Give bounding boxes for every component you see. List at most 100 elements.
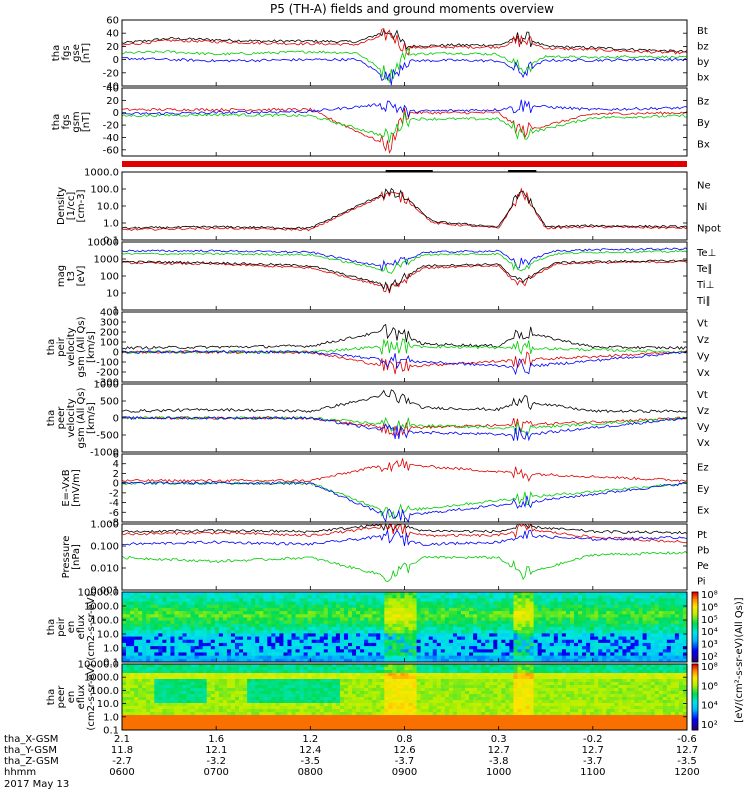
- spectrogram-cell: [650, 636, 656, 641]
- spectrogram-cell: [275, 623, 280, 628]
- spectrogram-cell: [469, 623, 474, 628]
- spectrogram-cell: [477, 617, 482, 622]
- spectrogram-cell: [206, 630, 212, 634]
- spectrogram-cell: [465, 639, 470, 644]
- spectrogram-cell: [150, 614, 155, 618]
- spectrogram-cell: [327, 598, 333, 602]
- spectrogram-cell: [142, 727, 147, 731]
- spectrogram-cell: [158, 655, 163, 660]
- spectrogram-cell: [255, 685, 260, 689]
- legend-entry: Vy: [697, 351, 710, 362]
- spectrogram-cell: [473, 646, 478, 650]
- spectrogram-cell: [194, 639, 200, 644]
- spectrogram-cell: [178, 620, 183, 625]
- spectrogram-cell: [331, 673, 337, 677]
- spectrogram-cell: [384, 595, 389, 599]
- spectrogram-cell: [194, 727, 200, 731]
- spectrogram-cell: [303, 604, 309, 609]
- spectrogram-cell: [251, 652, 256, 657]
- spectrogram-cell: [368, 607, 373, 612]
- spectrogram-cell: [279, 592, 284, 596]
- spectrogram-cell: [307, 676, 313, 680]
- spectrogram-cell: [295, 655, 300, 660]
- spectrogram-cell: [646, 598, 652, 602]
- spectrogram-cell: [594, 601, 599, 606]
- spectrogram-cell: [134, 688, 139, 692]
- spectrogram-cell: [569, 617, 575, 622]
- spectrogram-cell: [251, 636, 256, 641]
- spectrogram-cell: [428, 601, 434, 606]
- spectrogram-cell: [222, 688, 228, 692]
- spectrogram-cell: [186, 691, 192, 695]
- spectrogram-cell: [186, 598, 192, 602]
- spectrogram-cell: [662, 649, 668, 653]
- spectrogram-cell: [158, 607, 163, 612]
- spectrogram-cell: [372, 623, 377, 628]
- spectrogram-cell: [513, 649, 518, 653]
- y-axis-label-line: mag: [56, 265, 67, 287]
- spectrogram-cell: [376, 691, 381, 695]
- spectrogram-cell: [533, 633, 539, 637]
- spectrogram-cell: [537, 617, 543, 622]
- spectrogram-cell: [493, 636, 498, 641]
- spectrogram-cell: [408, 598, 413, 602]
- spectrogram-cell: [517, 630, 522, 634]
- spectrogram-cell: [529, 630, 535, 634]
- spectrogram-cell: [444, 611, 450, 615]
- spectrogram-cell: [275, 595, 280, 599]
- spectrogram-cell: [170, 667, 175, 671]
- spectrogram-cell: [247, 682, 252, 686]
- spectrogram-cell: [202, 712, 208, 716]
- spectrogram-cell: [134, 617, 139, 622]
- spectrogram-cell: [230, 630, 236, 634]
- spectrogram-cell: [473, 611, 478, 615]
- spectrogram-cell: [291, 694, 296, 698]
- spectrogram-cell: [360, 627, 365, 631]
- spectrogram-cell: [533, 617, 539, 622]
- spectrogram-cell: [134, 658, 139, 663]
- spectrogram-cell: [622, 627, 627, 631]
- spectrogram-cell: [348, 712, 353, 716]
- spectrogram-cell: [303, 673, 309, 677]
- spectrogram-cell: [243, 676, 248, 680]
- spectrogram-cell: [642, 642, 648, 647]
- spectrogram-cell: [146, 627, 151, 631]
- spectrogram-cell: [489, 598, 494, 602]
- spectrogram-cell: [384, 673, 389, 677]
- spectrogram-cell: [130, 646, 135, 650]
- spectrogram-cell: [222, 636, 228, 641]
- spectrogram-cell: [130, 709, 135, 713]
- spectrogram-cell: [222, 646, 228, 650]
- spectrogram-cell: [190, 712, 196, 716]
- spectrogram-cell: [408, 620, 413, 625]
- spectrogram-cell: [408, 611, 413, 615]
- spectrogram-cell: [360, 595, 365, 599]
- spectrogram-cell: [412, 604, 418, 609]
- spectrogram-cell: [602, 623, 607, 628]
- spectrogram-cell: [166, 623, 171, 628]
- spectrogram-cell: [287, 611, 292, 615]
- spectrogram-cell: [130, 592, 135, 596]
- spectrogram-cell: [380, 703, 385, 707]
- spectrogram-cell: [634, 601, 639, 606]
- spectrogram-cell: [287, 700, 292, 704]
- spectrogram-cell: [299, 604, 305, 609]
- spectrogram-cell: [174, 655, 179, 660]
- spectrogram-cell: [275, 614, 280, 618]
- spectrogram-cell: [255, 664, 260, 668]
- spectrogram-cell: [190, 679, 196, 683]
- spectrogram-cell: [339, 685, 345, 689]
- spectrogram-cell: [642, 649, 648, 653]
- spectrogram-cell: [170, 697, 175, 701]
- spectrogram-cell: [352, 614, 357, 618]
- spectrogram-cell: [331, 694, 337, 698]
- spectrogram-cell: [170, 679, 175, 683]
- spectrogram-cell: [174, 611, 179, 615]
- legend-entry: Vz: [697, 335, 709, 346]
- spectrogram-cell: [283, 667, 288, 671]
- spectrogram-cell: [574, 595, 579, 599]
- spectrogram-cell: [170, 595, 175, 599]
- spectrogram-cell: [214, 604, 220, 609]
- spectrogram-cell: [513, 636, 518, 641]
- spectrogram-cell: [352, 592, 357, 596]
